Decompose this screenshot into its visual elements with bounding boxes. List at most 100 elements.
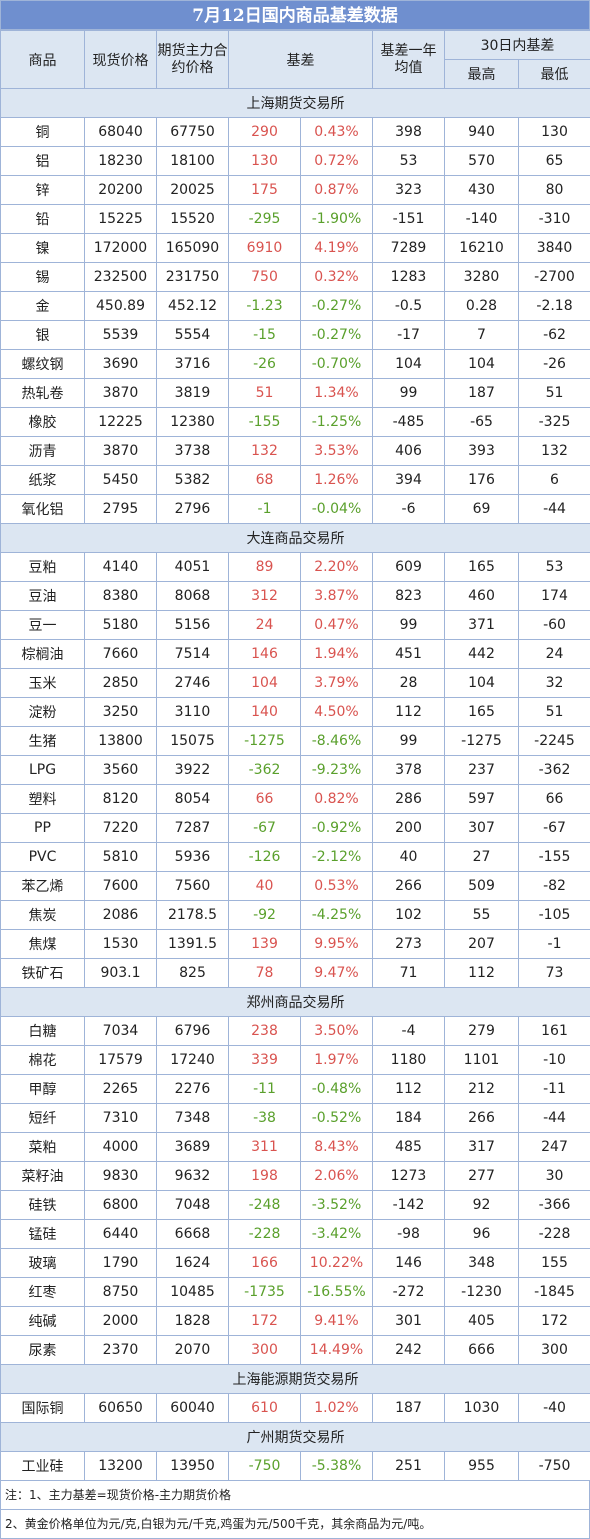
cell-commodity: 热轧卷 xyxy=(1,379,85,408)
cell-basis-pct: 3.79% xyxy=(301,669,373,698)
cell-basis-pct: -16.55% xyxy=(301,1278,373,1307)
cell-30d-high: 165 xyxy=(445,553,519,582)
cell-basis-avg: -98 xyxy=(373,1220,445,1249)
cell-30d-low: 247 xyxy=(519,1133,590,1162)
cell-commodity: 铝 xyxy=(1,147,85,176)
cell-spot-price: 3560 xyxy=(85,756,157,785)
cell-spot-price: 3250 xyxy=(85,698,157,727)
cell-basis-pct: 9.41% xyxy=(301,1307,373,1336)
cell-commodity: 国际铜 xyxy=(1,1394,85,1423)
cell-30d-low: -10 xyxy=(519,1046,590,1075)
cell-30d-low: 3840 xyxy=(519,234,590,263)
cell-commodity: 工业硅 xyxy=(1,1452,85,1481)
cell-basis: 311 xyxy=(229,1133,301,1162)
cell-basis-pct: -8.46% xyxy=(301,727,373,756)
cell-basis: 238 xyxy=(229,1017,301,1046)
cell-basis-pct: 0.43% xyxy=(301,118,373,147)
cell-30d-high: -1230 xyxy=(445,1278,519,1307)
cell-basis-pct: 3.50% xyxy=(301,1017,373,1046)
cell-basis-avg: 485 xyxy=(373,1133,445,1162)
cell-basis: -38 xyxy=(229,1104,301,1133)
cell-futures-price: 5156 xyxy=(157,611,229,640)
cell-spot-price: 903.1 xyxy=(85,959,157,988)
cell-30d-low: -44 xyxy=(519,495,590,524)
cell-spot-price: 7310 xyxy=(85,1104,157,1133)
cell-basis-avg: 394 xyxy=(373,466,445,495)
cell-basis-pct: -0.70% xyxy=(301,350,373,379)
cell-30d-high: 509 xyxy=(445,872,519,901)
cell-30d-high: 3280 xyxy=(445,263,519,292)
cell-spot-price: 18230 xyxy=(85,147,157,176)
cell-basis-avg: -272 xyxy=(373,1278,445,1307)
cell-basis: -750 xyxy=(229,1452,301,1481)
cell-basis: 198 xyxy=(229,1162,301,1191)
cell-basis-avg: 146 xyxy=(373,1249,445,1278)
cell-spot-price: 60650 xyxy=(85,1394,157,1423)
cell-futures-price: 7560 xyxy=(157,872,229,901)
cell-spot-price: 9830 xyxy=(85,1162,157,1191)
cell-commodity: 棉花 xyxy=(1,1046,85,1075)
cell-30d-high: 348 xyxy=(445,1249,519,1278)
cell-basis-avg: 71 xyxy=(373,959,445,988)
cell-futures-price: 17240 xyxy=(157,1046,229,1075)
section-title: 上海期货交易所 xyxy=(1,89,590,118)
cell-basis-avg: 1273 xyxy=(373,1162,445,1191)
cell-30d-low: 30 xyxy=(519,1162,590,1191)
cell-30d-low: -11 xyxy=(519,1075,590,1104)
cell-basis-avg: 1180 xyxy=(373,1046,445,1075)
cell-spot-price: 12225 xyxy=(85,408,157,437)
cell-basis-avg: 40 xyxy=(373,843,445,872)
cell-spot-price: 1530 xyxy=(85,930,157,959)
footnote-2: 2、黄金价格单位为元/克,白银为元/千克,鸡蛋为元/500千克，其余商品为元/吨… xyxy=(0,1510,590,1539)
cell-30d-low: -2245 xyxy=(519,727,590,756)
cell-30d-high: -1275 xyxy=(445,727,519,756)
cell-basis-pct: 1.94% xyxy=(301,640,373,669)
cell-basis: -92 xyxy=(229,901,301,930)
cell-basis-pct: 0.82% xyxy=(301,785,373,814)
cell-futures-price: 4051 xyxy=(157,553,229,582)
cell-basis-avg: 301 xyxy=(373,1307,445,1336)
cell-commodity: 沥青 xyxy=(1,437,85,466)
cell-basis-pct: 1.26% xyxy=(301,466,373,495)
cell-commodity: 焦炭 xyxy=(1,901,85,930)
cell-basis-avg: 99 xyxy=(373,379,445,408)
cell-30d-high: 69 xyxy=(445,495,519,524)
cell-basis-avg: 609 xyxy=(373,553,445,582)
cell-commodity: 棕榈油 xyxy=(1,640,85,669)
cell-basis-avg: 28 xyxy=(373,669,445,698)
cell-spot-price: 68040 xyxy=(85,118,157,147)
cell-basis-pct: 2.20% xyxy=(301,553,373,582)
cell-spot-price: 3870 xyxy=(85,437,157,466)
cell-spot-price: 4000 xyxy=(85,1133,157,1162)
cell-basis: 172 xyxy=(229,1307,301,1336)
cell-basis-pct: -0.27% xyxy=(301,321,373,350)
cell-commodity: 锌 xyxy=(1,176,85,205)
cell-basis: 339 xyxy=(229,1046,301,1075)
cell-spot-price: 2795 xyxy=(85,495,157,524)
cell-futures-price: 825 xyxy=(157,959,229,988)
cell-30d-low: -44 xyxy=(519,1104,590,1133)
cell-futures-price: 8054 xyxy=(157,785,229,814)
cell-basis-avg: 378 xyxy=(373,756,445,785)
cell-spot-price: 232500 xyxy=(85,263,157,292)
cell-basis: 78 xyxy=(229,959,301,988)
cell-spot-price: 7660 xyxy=(85,640,157,669)
cell-commodity: 锰硅 xyxy=(1,1220,85,1249)
cell-basis-avg: 406 xyxy=(373,437,445,466)
cell-futures-price: 2276 xyxy=(157,1075,229,1104)
cell-basis: -1 xyxy=(229,495,301,524)
cell-commodity: 硅铁 xyxy=(1,1191,85,1220)
col-header-futures: 期货主力合约价格 xyxy=(157,31,229,89)
cell-commodity: 金 xyxy=(1,292,85,321)
cell-basis: -362 xyxy=(229,756,301,785)
cell-futures-price: 13950 xyxy=(157,1452,229,1481)
